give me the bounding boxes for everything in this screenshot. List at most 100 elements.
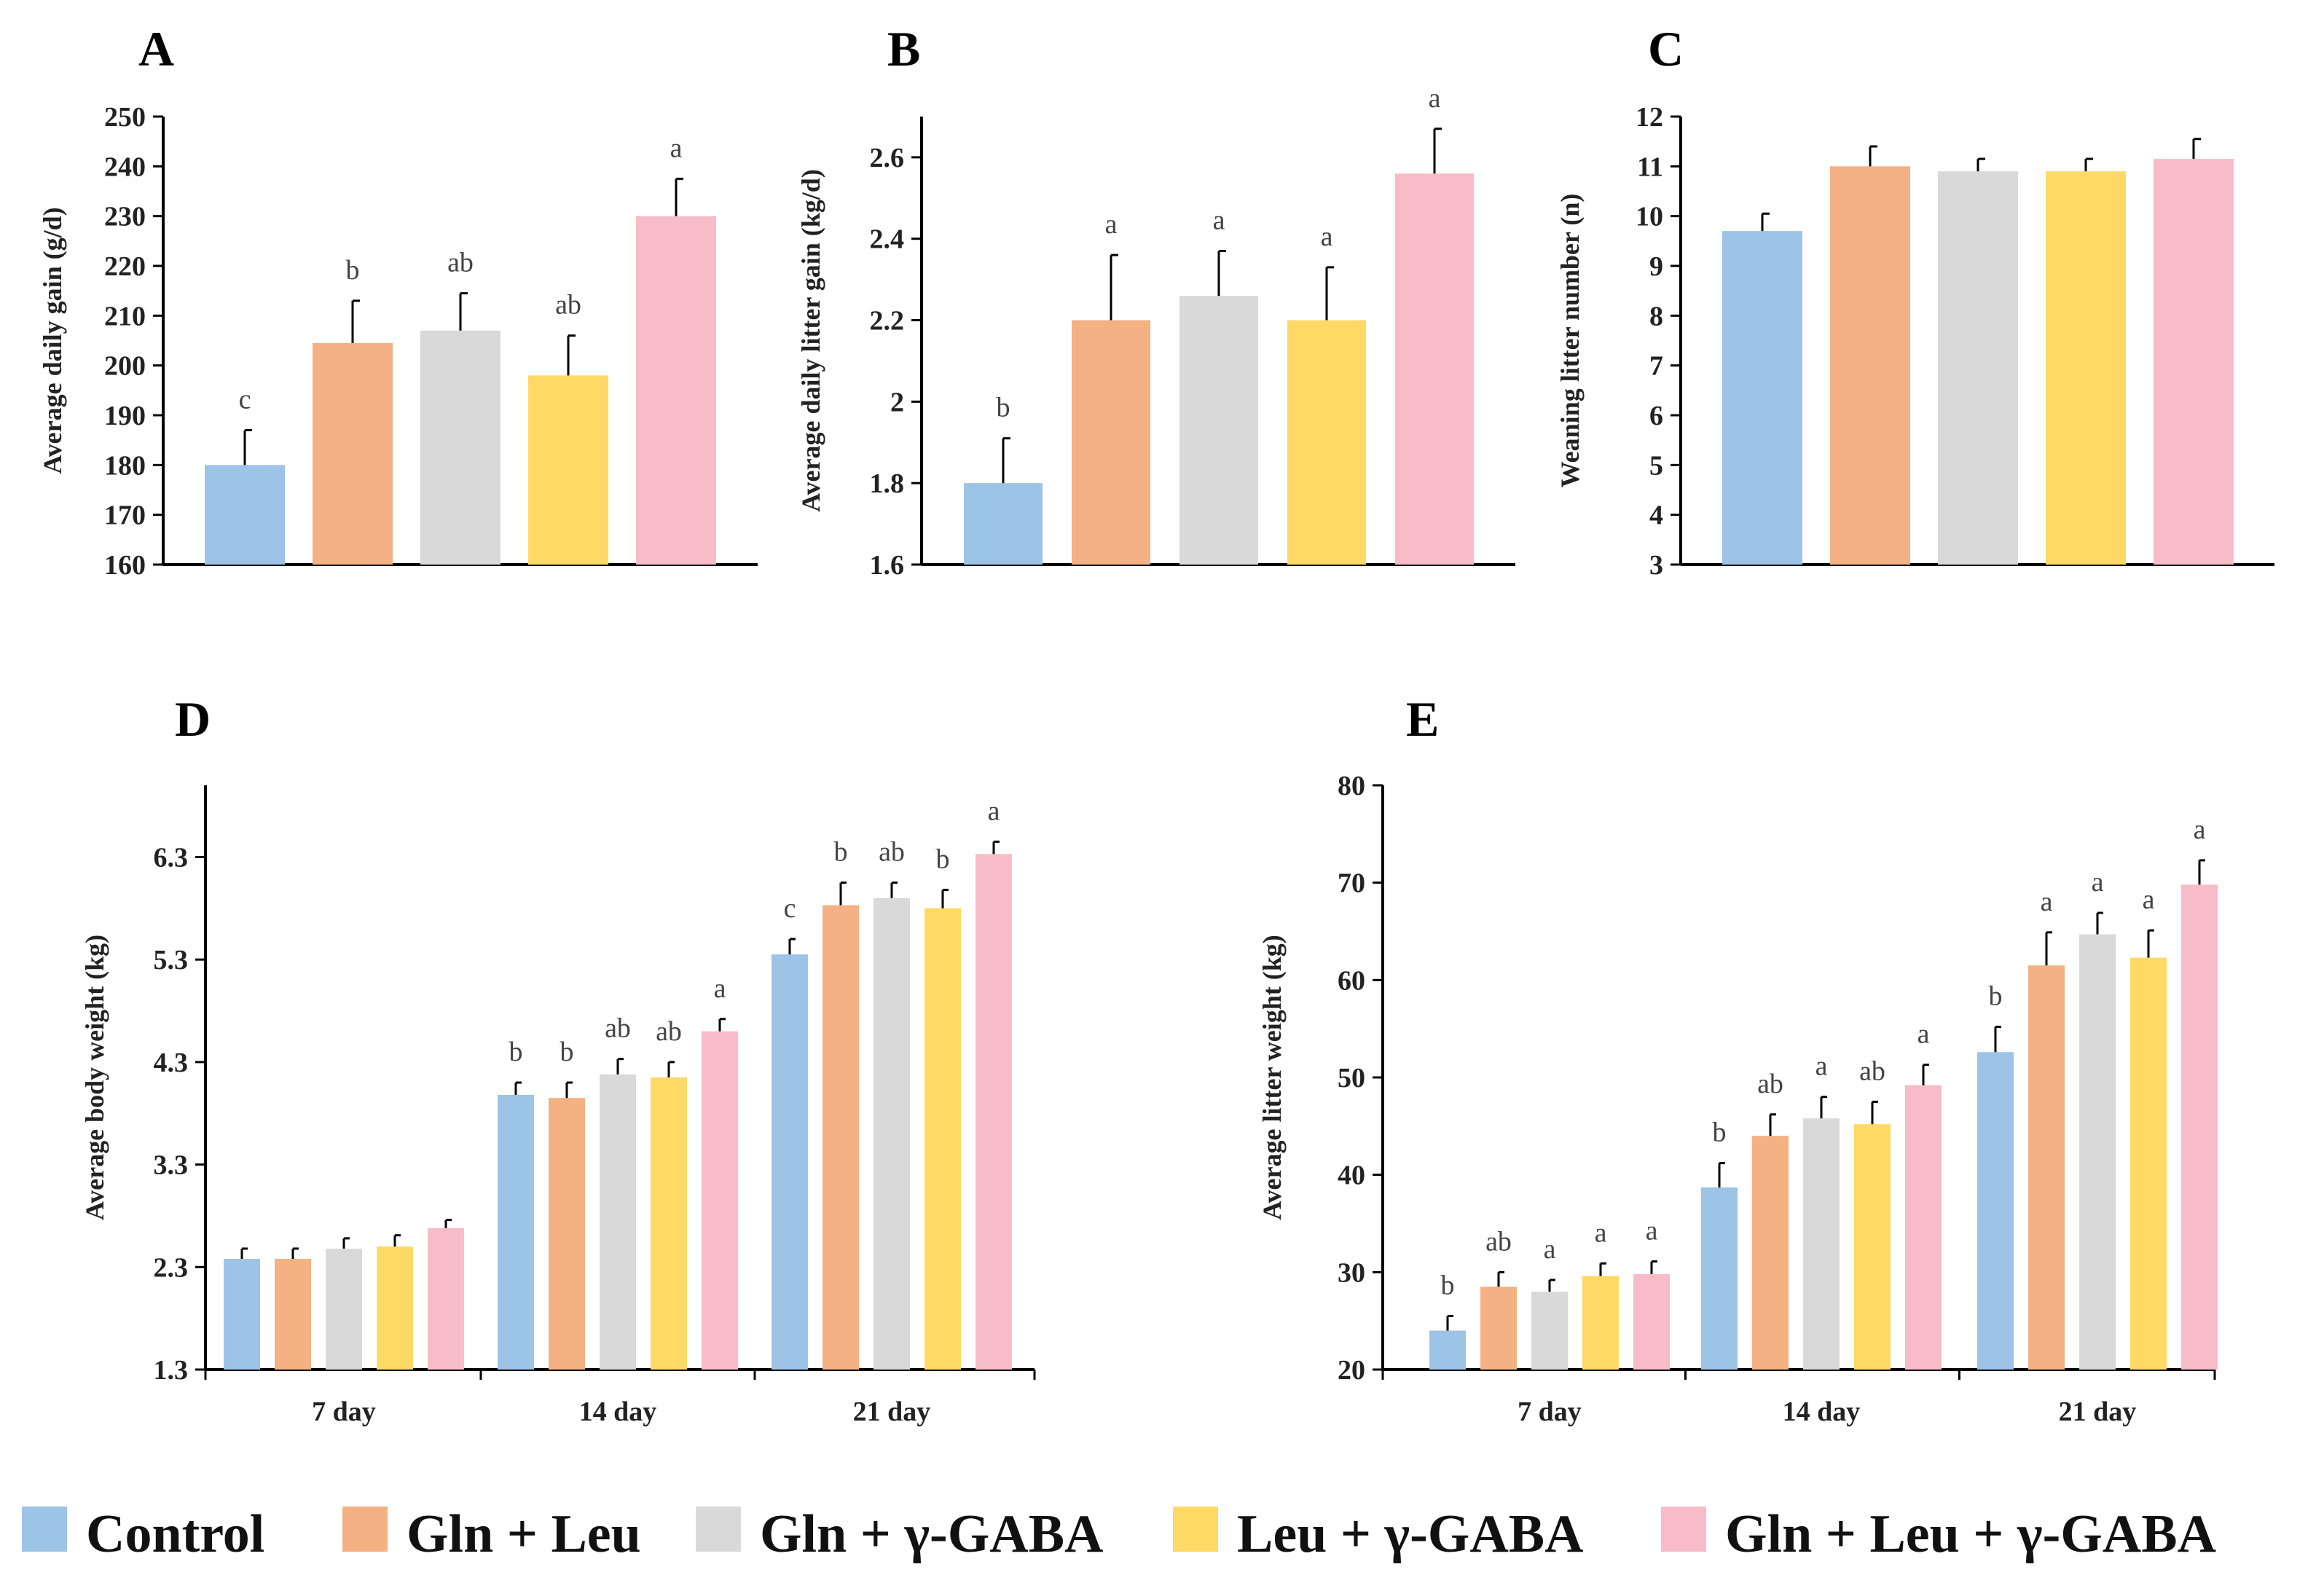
significance-label: ab — [1859, 1056, 1885, 1086]
bar-gln-gaba — [1179, 296, 1258, 565]
y-tick-label: 20 — [1338, 1355, 1365, 1386]
x-category-label: 14 day — [579, 1397, 657, 1427]
significance-label: a — [714, 973, 726, 1004]
significance-label: ab — [605, 1013, 631, 1044]
y-tick-label: 10 — [1636, 202, 1663, 232]
significance-label: ab — [1485, 1226, 1512, 1257]
x-category-label: 14 day — [1783, 1397, 1861, 1427]
bar-gln-leu-gaba — [428, 1227, 464, 1370]
y-axis-label: Average body weight (kg) — [80, 935, 109, 1220]
y-axis-label: Average daily gain (g/d) — [38, 207, 67, 474]
legend: Control Gln + Leu Gln + γ-GABA Leu + γ-GABA… — [22, 1504, 2216, 1564]
panel-letter: D — [175, 691, 211, 747]
bar-gln-gaba — [420, 330, 500, 565]
y-tick-label: 6.3 — [154, 842, 189, 873]
bar-leu-gaba — [1582, 1276, 1619, 1370]
legend-label: Leu + γ-GABA — [1237, 1504, 1584, 1564]
bar-leu-gaba — [651, 1077, 687, 1370]
y-tick-label: 1.6 — [870, 550, 905, 581]
y-tick-label: 210 — [104, 301, 146, 331]
significance-label: b — [1441, 1270, 1455, 1300]
bar-control — [1429, 1330, 1466, 1370]
legend-item: Gln + γ-GABA — [696, 1504, 1104, 1564]
significance-label: b — [560, 1037, 574, 1067]
bar-gln-leu — [1830, 166, 1910, 565]
y-tick-label: 70 — [1338, 868, 1365, 899]
significance-label: a — [1105, 209, 1118, 240]
legend-swatch — [696, 1507, 741, 1552]
bar-leu-gaba — [2046, 171, 2126, 565]
y-tick-label: 200 — [104, 351, 146, 382]
bar-control — [1722, 231, 1802, 565]
y-tick-label: 7 — [1649, 351, 1663, 382]
y-axis-label: Average daily litter gain (kg/d) — [796, 169, 825, 512]
legend-item: Gln + Leu — [342, 1504, 641, 1564]
x-category-label: 7 day — [312, 1397, 376, 1427]
bar-control — [772, 954, 808, 1370]
y-tick-label: 1.3 — [154, 1355, 189, 1386]
y-tick-label: 240 — [104, 152, 146, 182]
significance-label: c — [784, 893, 796, 924]
x-category-label: 21 day — [2059, 1397, 2137, 1427]
y-tick-label: 4 — [1649, 500, 1663, 531]
y-axis-label: Average litter weight (kg) — [1257, 935, 1287, 1220]
panel-b: B 1.6 1.8 2 2.2 2.4 2.6 Average daily litter ga… — [796, 21, 1515, 581]
y-tick-label: 4.3 — [154, 1048, 189, 1078]
significance-label: a — [1595, 1217, 1607, 1248]
y-tick-label: 1.8 — [870, 468, 905, 499]
bar-control — [1977, 1052, 2014, 1370]
bar-gln-leu — [823, 905, 859, 1370]
bar-gln-leu-gaba — [636, 216, 716, 565]
y-tick-label: 230 — [104, 202, 146, 232]
bar-leu-gaba — [1854, 1124, 1891, 1370]
significance-label: a — [2041, 887, 2053, 917]
bar-control — [498, 1094, 534, 1370]
y-tick-label: 190 — [104, 401, 146, 431]
y-tick-label: 2.6 — [870, 143, 905, 173]
panel-letter: E — [1406, 691, 1439, 747]
bar-gln-leu-gaba — [1905, 1085, 1942, 1370]
significance-label: b — [834, 837, 848, 868]
legend-label: Control — [86, 1504, 264, 1564]
bar-gln-leu — [275, 1259, 311, 1370]
y-tick-label: 160 — [104, 550, 146, 581]
bar-gln-leu — [313, 342, 393, 565]
legend-label: Gln + Leu + γ-GABA — [1725, 1504, 2216, 1564]
bar-gln-leu — [549, 1098, 585, 1370]
panel-letter: C — [1648, 21, 1684, 76]
bar-leu-gaba — [1287, 320, 1366, 565]
y-tick-label: 80 — [1338, 771, 1365, 801]
significance-label: a — [1917, 1019, 1930, 1050]
x-category-label: 7 day — [1518, 1397, 1582, 1427]
significance-label: ab — [879, 837, 905, 868]
y-tick-label: 40 — [1338, 1160, 1365, 1191]
y-tick-label: 9 — [1649, 251, 1663, 282]
significance-label: ab — [1757, 1069, 1783, 1099]
legend-item: Leu + γ-GABA — [1173, 1504, 1584, 1564]
y-tick-label: 60 — [1338, 965, 1365, 996]
bar-gln-leu-gaba — [1633, 1274, 1670, 1370]
y-tick-label: 220 — [104, 251, 146, 282]
legend-swatch — [1661, 1507, 1706, 1552]
y-tick-label: 250 — [104, 102, 146, 133]
bar-control — [1701, 1187, 1738, 1370]
y-tick-label: 5.3 — [154, 945, 189, 975]
y-tick-label: 180 — [104, 450, 146, 481]
significance-label: ab — [656, 1016, 682, 1047]
significance-label: a — [1321, 221, 1333, 252]
y-tick-label: 11 — [1637, 152, 1663, 182]
panel-c: C 3 4 5 6 7 8 9 10 11 12 Weaning litter number (n) — [1555, 21, 2274, 581]
legend-item: Control — [22, 1504, 264, 1564]
significance-label: b — [936, 844, 950, 875]
y-tick-label: 6 — [1649, 401, 1663, 431]
legend-swatch — [342, 1507, 388, 1552]
significance-label: a — [1213, 205, 1225, 236]
panel-letter: B — [887, 21, 920, 76]
bar-gln-leu — [1752, 1136, 1789, 1370]
bar-gln-leu-gaba — [975, 854, 1012, 1370]
bar-gln-leu — [1072, 320, 1150, 565]
bar-gln-gaba — [2079, 934, 2116, 1370]
y-tick-label: 170 — [104, 500, 146, 531]
significance-label: a — [670, 133, 683, 163]
